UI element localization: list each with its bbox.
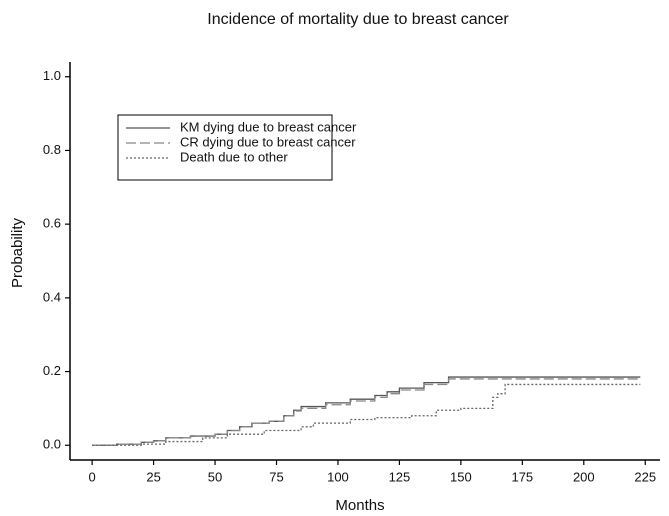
legend-label: KM dying due to breast cancer <box>180 119 357 134</box>
x-tick-label: 125 <box>389 469 411 484</box>
step-line <box>92 376 641 446</box>
x-tick-label: 150 <box>450 469 472 484</box>
y-tick-label: 0.2 <box>43 363 61 378</box>
legend-box <box>117 114 333 181</box>
y-tick-label: 1.0 <box>43 68 61 83</box>
x-tick-label: 100 <box>327 469 349 484</box>
x-tick-label: 0 <box>89 469 96 484</box>
x-tick-label: 175 <box>511 469 533 484</box>
step-line <box>92 383 641 446</box>
legend-label: CR dying due to breast cancer <box>180 134 356 149</box>
y-tick-label: 0.4 <box>43 289 61 304</box>
chart-title: Incidence of mortality due to breast can… <box>207 11 509 28</box>
y-axis-label: Probability <box>9 217 26 288</box>
x-tick-label: 200 <box>573 469 595 484</box>
x-tick-label: 75 <box>269 469 283 484</box>
step-line <box>92 378 641 446</box>
legend-label: Death due to other <box>180 149 288 164</box>
x-tick-label: 225 <box>634 469 656 484</box>
x-tick-label: 50 <box>208 469 222 484</box>
x-axis-label: Months <box>335 497 384 514</box>
x-tick-label: 25 <box>146 469 160 484</box>
y-tick-label: 0.6 <box>43 216 61 231</box>
y-tick-label: 0.8 <box>43 142 61 157</box>
y-tick-label: 0.0 <box>43 437 61 452</box>
